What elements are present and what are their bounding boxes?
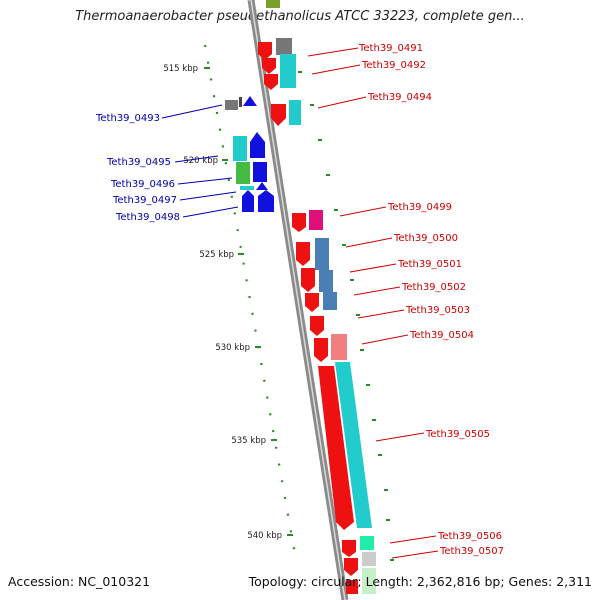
gene-labels-left: Teth39_0493 Teth39_0495 Teth39_0496 Teth… [95, 113, 180, 223]
label-teth39-0498: Teth39_0498 [115, 212, 180, 223]
gene-teth39-0497 [256, 182, 268, 190]
reverse-strand-features [225, 96, 274, 212]
label-teth39-0494: Teth39_0494 [367, 92, 432, 103]
accession-text: Accession: NC_010321 [8, 574, 151, 589]
label-teth39-0505: Teth39_0505 [425, 429, 490, 440]
gene-teth39-0491 [258, 42, 272, 60]
gene-teth39-0493-gray [225, 100, 238, 110]
gene-teth39-0496-green [236, 162, 250, 184]
gene-teth39-0501 [301, 268, 315, 292]
label-teth39-0499: Teth39_0499 [387, 202, 452, 213]
gene-teth39-0506 [342, 540, 356, 557]
lane-side-ticks [298, 71, 394, 561]
label-teth39-0507: Teth39_0507 [439, 546, 504, 557]
scale-label-520: 520 kbp [183, 156, 218, 166]
gene-teth39-0499 [292, 213, 306, 232]
gene-teth39-0507 [344, 558, 358, 576]
scale-major-ticks [204, 67, 293, 536]
gene-teth39-0502 [305, 293, 319, 312]
label-teth39-0506: Teth39_0506 [437, 531, 502, 542]
gene-teth39-0495 [250, 132, 265, 158]
forward-strand-features [258, 0, 376, 594]
label-teth39-0501: Teth39_0501 [397, 259, 462, 270]
label-teth39-0496: Teth39_0496 [110, 179, 175, 190]
label-teth39-0492: Teth39_0492 [361, 60, 426, 71]
label-teth39-0493: Teth39_0493 [95, 113, 160, 124]
label-teth39-0500: Teth39_0500 [393, 233, 458, 244]
gene-labels-right: Teth39_0491 Teth39_0492 Teth39_0494 Teth… [358, 43, 504, 557]
label-teth39-0504: Teth39_0504 [409, 330, 474, 341]
dotted-scale-track [203, 44, 298, 561]
map-title: Thermoanaerobacter pseudethanolicus ATCC… [75, 9, 525, 24]
scale-label-515: 515 kbp [163, 64, 198, 74]
label-teth39-0502: Teth39_0502 [401, 282, 466, 293]
label-teth39-0495: Teth39_0495 [106, 157, 171, 168]
genome-summary-text: Topology: circular; Length: 2,362,816 bp… [248, 574, 592, 589]
scale-label-530: 530 kbp [215, 343, 250, 353]
scale-labels: 515 kbp 520 kbp 525 kbp 530 kbp 535 kbp … [163, 64, 282, 541]
scale-label-525: 525 kbp [199, 250, 234, 260]
label-teth39-0491: Teth39_0491 [358, 43, 423, 54]
scale-label-540: 540 kbp [247, 531, 282, 541]
gene-teth39-0496 [253, 162, 267, 182]
gene-teth39-0494 [271, 104, 286, 126]
callouts-left [161, 104, 239, 218]
gene-teth39-0504 [314, 338, 328, 362]
gene-teth39-0495-cyan [233, 136, 247, 161]
gene-teth39-0492 [280, 54, 296, 88]
sequence-backbone [247, 0, 349, 600]
scale-label-535: 535 kbp [231, 436, 266, 446]
gene-teth39-0500 [296, 242, 310, 266]
gene-teth39-0498-b [258, 190, 274, 212]
gene-teth39-0503 [310, 316, 324, 336]
label-teth39-0497: Teth39_0497 [112, 195, 177, 206]
gene-teth39-0498-a [242, 190, 254, 212]
gene-teth39-0493 [243, 96, 257, 106]
gene-teth39-0505 [318, 366, 354, 530]
callouts-right [307, 47, 439, 559]
label-teth39-0503: Teth39_0503 [405, 305, 470, 316]
